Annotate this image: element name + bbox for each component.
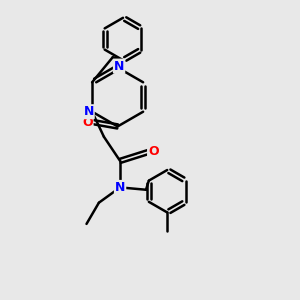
Text: N: N <box>114 60 124 73</box>
Text: O: O <box>148 145 159 158</box>
Text: O: O <box>82 116 93 128</box>
Text: N: N <box>115 181 125 194</box>
Text: N: N <box>83 105 94 118</box>
